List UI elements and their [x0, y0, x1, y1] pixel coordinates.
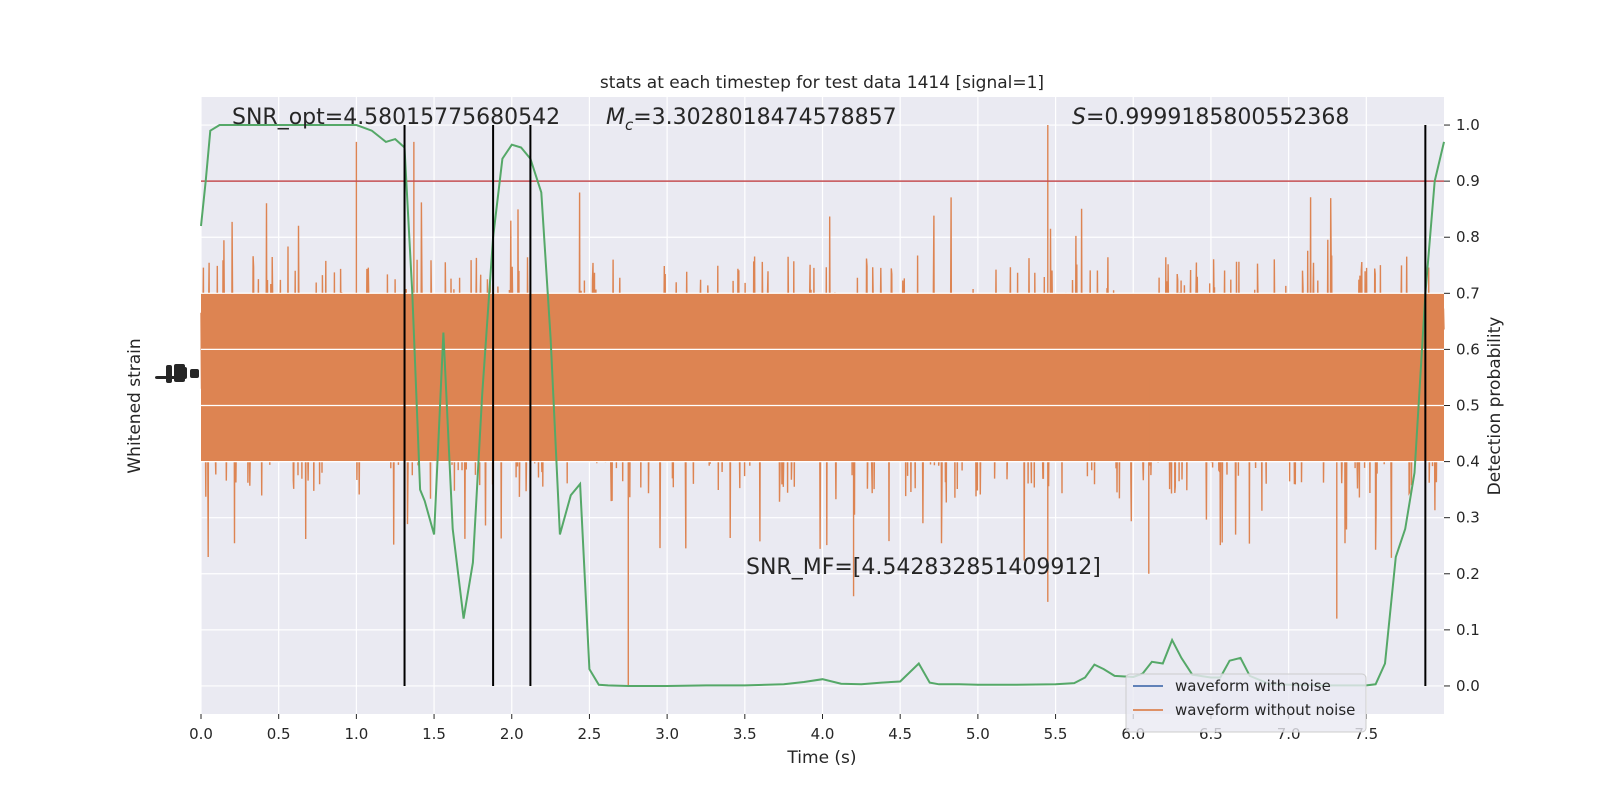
x-tick-label: 3.0	[655, 725, 679, 743]
detection-probability-line	[200, 124, 1445, 687]
chirp-mass-annotation: Mc=3.3028018474578857	[606, 105, 897, 134]
stat-value: =0.9999185800552368	[1086, 105, 1349, 130]
x-tick-label: 1.0	[344, 725, 368, 743]
snr-mf-annotation: SNR_MF=[4.542832851409912]	[746, 555, 1101, 580]
legend-label-clean: waveform without noise	[1175, 701, 1355, 719]
waveform-without-noise-line	[200, 125, 1445, 686]
x-tick-label: 4.0	[811, 725, 835, 743]
left-tick-label-blob	[166, 365, 172, 383]
x-tick-label: 4.5	[888, 725, 912, 743]
detection-lines	[403, 125, 1427, 686]
x-tick-label: 0.5	[267, 725, 291, 743]
stat-annotation: S=0.9999185800552368	[1072, 105, 1349, 130]
chirp-mass-symbol: M	[606, 105, 625, 130]
left-axis-tick-labels-overlapped	[155, 364, 199, 383]
left-tick-label-blob	[190, 369, 199, 378]
x-tick-label: 2.0	[500, 725, 524, 743]
y-axis-label-left: Whitened strain	[125, 338, 145, 473]
snr-opt-annotation: SNR_opt=4.58015775680542	[232, 105, 560, 130]
y-tick-label-right: 0.0	[1456, 677, 1480, 695]
y-tick-label-right: 0.6	[1456, 340, 1480, 358]
chart-title: stats at each timestep for test data 141…	[600, 73, 1044, 93]
legend: waveform with noise waveform without noi…	[1125, 673, 1367, 733]
stat-symbol: S	[1072, 105, 1086, 130]
y-tick-label-right: 0.7	[1456, 284, 1480, 302]
x-axis-label: Time (s)	[786, 748, 856, 768]
left-tick-label-blob	[178, 367, 187, 379]
y-tick-label-right: 0.8	[1456, 228, 1480, 246]
x-tick-label: 3.5	[733, 725, 757, 743]
x-tick-label: 0.0	[189, 725, 213, 743]
chirp-mass-value: =3.3028018474578857	[633, 105, 896, 130]
waveform-core	[201, 293, 1444, 462]
y-tick-label-right: 0.3	[1456, 509, 1480, 527]
legend-box	[1125, 673, 1367, 733]
right-axis-ticks: 0.0 0.1 0.2 0.3 0.4 0.5 0.6 0.7 0.8 0.9 1.0	[1444, 116, 1480, 695]
x-tick-label: 5.0	[966, 725, 990, 743]
legend-label-noise: waveform with noise	[1175, 677, 1331, 695]
y-tick-label-right: 0.5	[1456, 397, 1480, 415]
y-tick-label-right: 0.4	[1456, 453, 1480, 471]
y-tick-label-right: 1.0	[1456, 116, 1480, 134]
x-tick-label: 2.5	[578, 725, 602, 743]
y-tick-label-right: 0.9	[1456, 172, 1480, 190]
chirp-mass-subscript: c	[625, 116, 634, 134]
y-tick-label-right: 0.1	[1456, 621, 1480, 639]
y-tick-label-right: 0.2	[1456, 565, 1480, 583]
x-tick-label: 5.5	[1044, 725, 1068, 743]
x-tick-label: 1.5	[422, 725, 446, 743]
y-axis-label-right: Detection probability	[1485, 317, 1505, 496]
